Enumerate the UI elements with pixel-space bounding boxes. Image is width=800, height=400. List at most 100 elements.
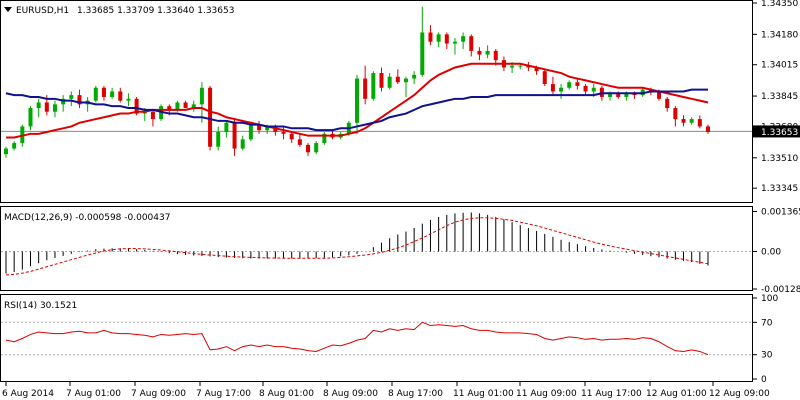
candle-body: [583, 85, 588, 92]
macd-y-tick-label: -0.00128: [761, 285, 800, 295]
macd-y-tick-label: 0.00: [761, 247, 781, 257]
candle-body: [428, 32, 433, 42]
candle-body: [493, 50, 498, 61]
x-tick-label: 11 Aug 17:00: [581, 389, 642, 399]
candle-body: [534, 67, 539, 72]
candle-body: [306, 144, 311, 153]
x-tick-label: 7 Aug 17:00: [196, 389, 251, 399]
rsi-y-tick-label: 100: [761, 294, 778, 304]
candle-body: [265, 126, 270, 131]
candle-body: [461, 36, 466, 42]
candle-body: [363, 78, 368, 99]
candle-body: [567, 82, 572, 88]
candle-body: [371, 73, 376, 99]
candle-body: [542, 71, 547, 85]
candle-body: [248, 124, 253, 140]
candle-body: [510, 65, 515, 68]
candle-body: [444, 34, 449, 44]
macd-signal-line: [5, 217, 709, 276]
candle-body: [257, 124, 262, 131]
price-panel-frame: [0, 0, 753, 203]
x-tick-label: 8 Aug 09:00: [323, 389, 378, 399]
macd-title: MACD(12,26,9) -0.000598 -0.000437: [4, 213, 170, 223]
candle-body: [167, 106, 172, 110]
candle-body: [175, 102, 180, 110]
macd-series-layer: [1, 212, 752, 276]
candle-body: [77, 95, 82, 105]
triangle-down-icon[interactable]: [4, 7, 12, 12]
candle-body: [518, 65, 523, 67]
candle-body: [240, 139, 245, 149]
candle-body: [126, 98, 131, 101]
candle-body: [12, 143, 17, 149]
candle-body: [689, 119, 694, 123]
candle-body: [379, 73, 384, 88]
x-tick-label: 8 Aug 01:00: [259, 389, 314, 399]
candle-body: [69, 95, 74, 99]
price-y-tick-label: 1.33845: [761, 92, 798, 102]
candle-body: [355, 78, 359, 123]
x-tick-label: 7 Aug 09:00: [131, 389, 186, 399]
x-tick-label: 11 Aug 09:00: [516, 389, 577, 399]
price-y-tick-label: 1.34015: [761, 61, 798, 71]
candle-body: [412, 74, 417, 79]
candle-body: [110, 91, 115, 97]
rsi-title: RSI(14) 30.1521: [4, 301, 77, 311]
current-price-label: 1.33653: [761, 128, 798, 138]
candle-body: [199, 87, 204, 105]
candle-body: [697, 119, 702, 127]
moving-average-slow-line: [5, 88, 708, 132]
candle-body: [477, 50, 482, 55]
candle-body: [395, 76, 400, 83]
candle-body: [485, 50, 490, 55]
candle-body: [322, 133, 327, 144]
candle-body: [665, 98, 670, 109]
candle-body: [452, 41, 457, 44]
rsi-y-tick-label: 30: [761, 351, 773, 361]
x-tick-label: 12 Aug 09:00: [709, 389, 770, 399]
candle-body: [150, 111, 155, 120]
x-tick-label: 8 Aug 17:00: [388, 389, 443, 399]
current-price-marker: [753, 125, 800, 138]
symbol-timeframe: EURUSD,H1: [16, 6, 69, 16]
candle-body: [469, 36, 474, 51]
x-tick-label: 6 Aug 2014: [2, 389, 54, 399]
rsi-series-layer: [1, 321, 752, 356]
price-y-tick-label: 1.33510: [761, 154, 798, 164]
candle-body: [559, 87, 564, 92]
candle-body: [134, 98, 139, 114]
x-tick-label: 11 Aug 01:00: [453, 389, 514, 399]
price-y-tick-label: 1.34350: [761, 0, 798, 9]
macd-y-tick-label: 0.001365: [761, 207, 800, 217]
rsi-y-tick-label: 70: [761, 318, 773, 328]
moving-average-fast-line: [6, 62, 709, 139]
candle-body: [550, 84, 555, 92]
candle-body: [436, 34, 441, 42]
candle-body: [52, 104, 57, 112]
candle-body: [191, 104, 196, 109]
candle-body: [673, 108, 678, 120]
x-tick-label: 12 Aug 01:00: [646, 389, 707, 399]
price-series-layer: [1, 6, 752, 158]
candle-body: [387, 76, 392, 88]
candle-body: [297, 139, 302, 145]
candle-body: [44, 102, 49, 112]
candle-body: [28, 108, 33, 127]
candle-body: [314, 143, 319, 153]
x-tick-label: 7 Aug 01:00: [66, 389, 121, 399]
candle-body: [289, 133, 294, 140]
price-y-tick-label: 1.34180: [761, 30, 798, 40]
candle-body: [93, 87, 98, 101]
candle-body: [183, 102, 188, 109]
candle-body: [616, 93, 621, 97]
candle-body: [216, 131, 221, 147]
candle-body: [420, 32, 425, 75]
candle-body: [575, 82, 580, 86]
candle-body: [403, 78, 408, 83]
candle-body: [591, 87, 596, 92]
ohlc-readout: 1.33685 1.33709 1.33640 1.33653: [77, 6, 234, 16]
rsi-line: [5, 321, 709, 356]
candle-body: [224, 122, 229, 132]
